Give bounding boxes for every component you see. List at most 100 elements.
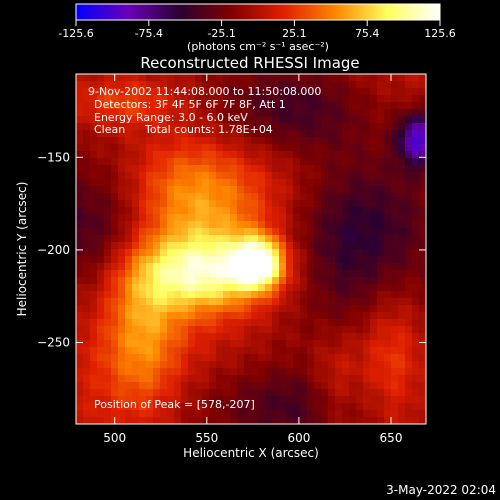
- heatmap-cell: [146, 88, 154, 96]
- heatmap-cell: [328, 144, 336, 152]
- heatmap-cell: [335, 256, 343, 264]
- heatmap-cell: [237, 207, 245, 215]
- heatmap-cell: [370, 333, 378, 341]
- heatmap-cell: [265, 88, 273, 96]
- heatmap-cell: [384, 354, 392, 362]
- heatmap-cell: [279, 361, 287, 369]
- heatmap-cell: [412, 368, 420, 376]
- heatmap-cell: [412, 235, 420, 243]
- heatmap-cell: [160, 179, 168, 187]
- heatmap-cell: [419, 130, 427, 138]
- heatmap-cell: [300, 403, 308, 411]
- heatmap-cell: [314, 74, 322, 82]
- heatmap-cell: [293, 284, 301, 292]
- heatmap-cell: [265, 151, 273, 159]
- heatmap-cell: [195, 228, 203, 236]
- heatmap-cell: [335, 151, 343, 159]
- heatmap-cell: [258, 291, 266, 299]
- heatmap-cell: [181, 221, 189, 229]
- heatmap-cell: [286, 179, 294, 187]
- heatmap-cell: [167, 396, 175, 404]
- heatmap-cell: [174, 284, 182, 292]
- heatmap-cell: [279, 263, 287, 271]
- heatmap-cell: [328, 389, 336, 397]
- heatmap-cell: [139, 263, 147, 271]
- heatmap-cell: [307, 102, 315, 110]
- heatmap-cell: [230, 179, 238, 187]
- heatmap-cell: [139, 305, 147, 313]
- heatmap-cell: [237, 263, 245, 271]
- heatmap-cell: [314, 361, 322, 369]
- heatmap-cell: [384, 375, 392, 383]
- heatmap-cell: [405, 347, 413, 355]
- heatmap-cell: [384, 256, 392, 264]
- heatmap-cell: [370, 214, 378, 222]
- heatmap-cell: [160, 396, 168, 404]
- heatmap-cell: [321, 333, 329, 341]
- heatmap-cell: [272, 354, 280, 362]
- heatmap-cell: [195, 158, 203, 166]
- heatmap-cell: [195, 207, 203, 215]
- heatmap-cell: [251, 347, 259, 355]
- heatmap-cell: [370, 340, 378, 348]
- heatmap-cell: [76, 151, 84, 159]
- heatmap-cell: [90, 179, 98, 187]
- heatmap-cell: [132, 305, 140, 313]
- heatmap-cell: [139, 368, 147, 376]
- heatmap-cell: [286, 284, 294, 292]
- heatmap-cell: [125, 277, 133, 285]
- heatmap-cell: [97, 228, 105, 236]
- heatmap-cell: [272, 95, 280, 103]
- heatmap-cell: [349, 382, 357, 390]
- heatmap-cell: [335, 340, 343, 348]
- heatmap-cell: [188, 102, 196, 110]
- heatmap-cell: [90, 263, 98, 271]
- heatmap-cell: [195, 410, 203, 418]
- heatmap-cell: [223, 361, 231, 369]
- heatmap-cell: [328, 123, 336, 131]
- heatmap-cell: [174, 235, 182, 243]
- heatmap-cell: [314, 165, 322, 173]
- heatmap-cell: [237, 81, 245, 89]
- heatmap-cell: [167, 102, 175, 110]
- heatmap-cell: [377, 242, 385, 250]
- heatmap-cell: [412, 382, 420, 390]
- heatmap-cell: [258, 186, 266, 194]
- heatmap-cell: [293, 312, 301, 320]
- heatmap-cell: [146, 221, 154, 229]
- heatmap-cell: [251, 214, 259, 222]
- heatmap-cell: [90, 340, 98, 348]
- heatmap-cell: [244, 130, 252, 138]
- heatmap-cell: [398, 312, 406, 320]
- heatmap-cell: [223, 256, 231, 264]
- heatmap-cell: [391, 109, 399, 117]
- heatmap-cell: [139, 340, 147, 348]
- heatmap-cell: [384, 284, 392, 292]
- heatmap-cell: [258, 116, 266, 124]
- heatmap-cell: [216, 361, 224, 369]
- heatmap-cell: [370, 242, 378, 250]
- heatmap-cell: [76, 389, 84, 397]
- heatmap-cell: [419, 298, 427, 306]
- heatmap-cell: [209, 347, 217, 355]
- heatmap-cell: [391, 410, 399, 418]
- heatmap-cell: [202, 186, 210, 194]
- heatmap-cell: [216, 284, 224, 292]
- heatmap-cell: [104, 165, 112, 173]
- heatmap-cell: [160, 81, 168, 89]
- heatmap-cell: [202, 319, 210, 327]
- heatmap-cell: [125, 389, 133, 397]
- heatmap-cell: [286, 207, 294, 215]
- heatmap-cell: [223, 88, 231, 96]
- heatmap-cell: [174, 340, 182, 348]
- heatmap-cell: [293, 277, 301, 285]
- heatmap-cell: [356, 403, 364, 411]
- heatmap-cell: [377, 326, 385, 334]
- heatmap-cell: [328, 361, 336, 369]
- heatmap-cell: [83, 158, 91, 166]
- heatmap-cell: [258, 179, 266, 187]
- heatmap-cell: [188, 361, 196, 369]
- heatmap-cell: [111, 144, 119, 152]
- heatmap-cell: [321, 270, 329, 278]
- heatmap-cell: [181, 298, 189, 306]
